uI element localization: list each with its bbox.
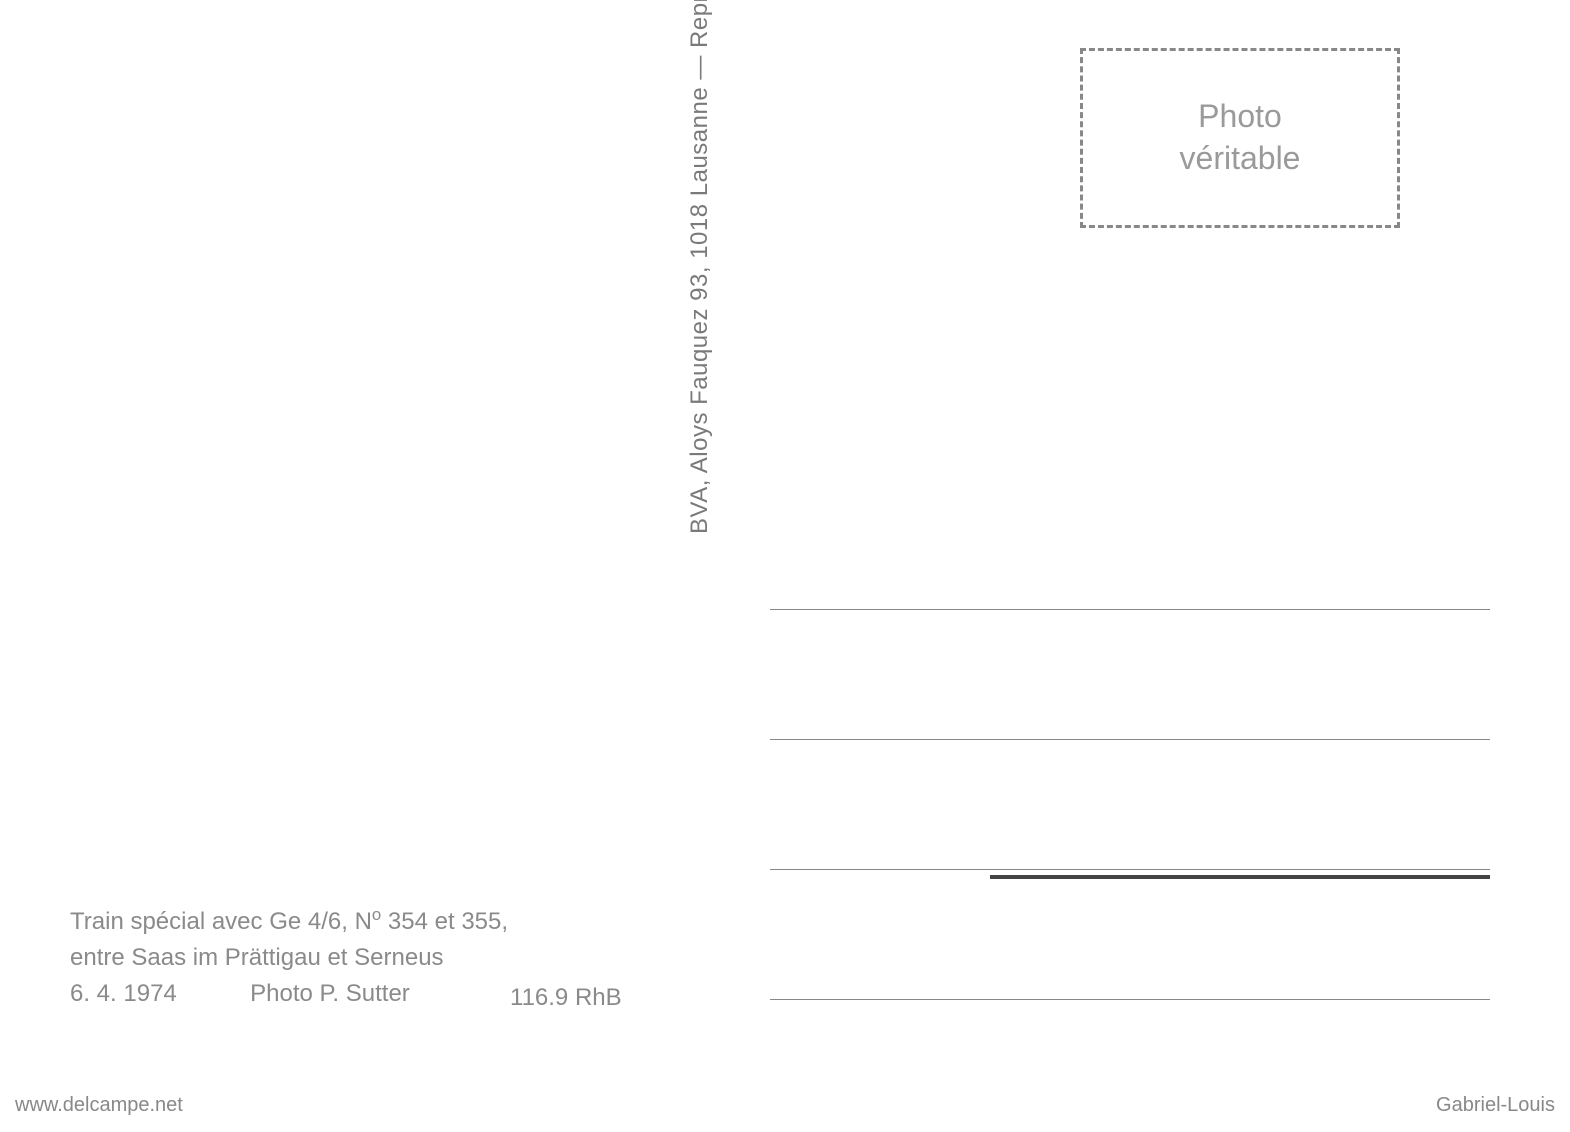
caption-block: Train spécial avec Ge 4/6, No 354 et 355… [70, 902, 508, 1012]
address-line [770, 740, 1490, 870]
caption-line-2: entre Saas im Prättigau et Serneus [70, 940, 508, 976]
catalog-number: 116.9 RhB [510, 984, 622, 1012]
postcard-back: Photo véritable BVA, Aloys Fauquez 93, 1… [0, 0, 1570, 1132]
address-line-thick [990, 875, 1490, 879]
address-line [770, 870, 1490, 1000]
stamp-line-1: Photo [1198, 98, 1282, 134]
publisher-divider-text: BVA, Aloys Fauquez 93, 1018 Lausanne — R… [686, 0, 714, 534]
caption-line-1: Train spécial avec Ge 4/6, No 354 et 355… [70, 902, 508, 940]
address-line [770, 610, 1490, 740]
caption-line-3: 6. 4. 1974 Photo P. Sutter [70, 976, 508, 1012]
address-lines-area [770, 480, 1490, 1000]
caption-date: 6. 4. 1974 [70, 980, 177, 1007]
watermark-right: Gabriel-Louis [1436, 1094, 1555, 1117]
caption-photo-credit: Photo P. Sutter [250, 980, 410, 1007]
watermark-left: www.delcampe.net [15, 1094, 183, 1117]
stamp-line-2: véritable [1180, 140, 1301, 176]
address-line [770, 480, 1490, 610]
stamp-text: Photo véritable [1180, 96, 1301, 179]
stamp-placeholder-box: Photo véritable [1080, 48, 1400, 228]
